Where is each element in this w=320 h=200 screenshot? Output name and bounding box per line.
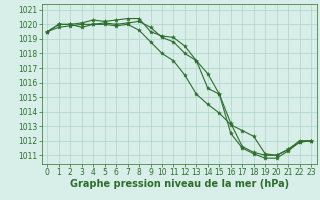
X-axis label: Graphe pression niveau de la mer (hPa): Graphe pression niveau de la mer (hPa) <box>70 179 289 189</box>
